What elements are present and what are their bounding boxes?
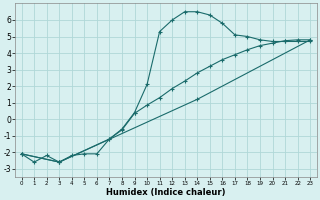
- X-axis label: Humidex (Indice chaleur): Humidex (Indice chaleur): [106, 188, 226, 197]
